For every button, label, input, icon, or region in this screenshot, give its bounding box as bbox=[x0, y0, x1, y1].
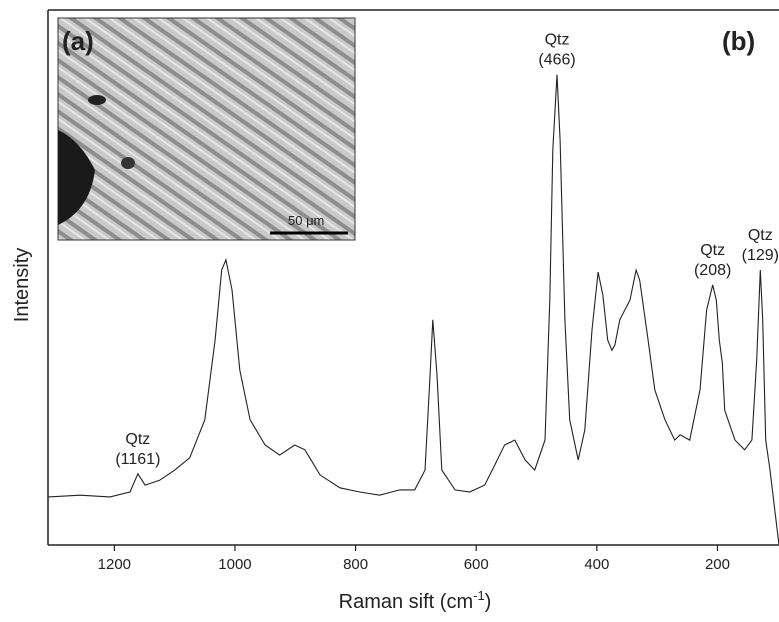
x-tick-label: 800 bbox=[343, 556, 368, 573]
peak-annotation: (208) bbox=[694, 262, 731, 279]
inset-image bbox=[57, 17, 356, 241]
peak-annotation: (129) bbox=[742, 247, 779, 264]
x-axis-label-sup: -1 bbox=[473, 588, 485, 603]
peak-annotation: Qtz bbox=[700, 242, 725, 259]
x-tick-label: 400 bbox=[584, 556, 609, 573]
x-tick-label: 600 bbox=[464, 556, 489, 573]
x-tick-label: 1000 bbox=[218, 556, 251, 573]
peak-annotation: Qtz bbox=[748, 227, 773, 244]
x-tick-label: 200 bbox=[705, 556, 730, 573]
y-axis-label: Intensity bbox=[11, 248, 33, 322]
panel-label: (b) bbox=[722, 26, 755, 56]
spectrum-line bbox=[48, 74, 779, 546]
peak-annotation: (1161) bbox=[115, 451, 160, 468]
peak-annotation: Qtz bbox=[545, 32, 570, 49]
inset: 50 μm (a) bbox=[57, 17, 356, 241]
inset-dark-region bbox=[58, 130, 95, 225]
inset-grain bbox=[88, 95, 106, 105]
frame bbox=[47, 9, 779, 546]
x-axis-label-end: ) bbox=[485, 591, 492, 613]
peak-annotation: Qtz bbox=[125, 431, 150, 448]
x-tick-label: 1200 bbox=[98, 556, 131, 573]
x-axis-label-main: Raman sift (cm bbox=[339, 591, 473, 613]
peak-annotation: (466) bbox=[538, 52, 575, 69]
scale-bar-label: 50 μm bbox=[288, 213, 324, 228]
inset-label: (a) bbox=[62, 26, 94, 56]
inset-grain bbox=[121, 157, 135, 169]
x-axis-label: Raman sift (cm-1) bbox=[339, 588, 492, 613]
